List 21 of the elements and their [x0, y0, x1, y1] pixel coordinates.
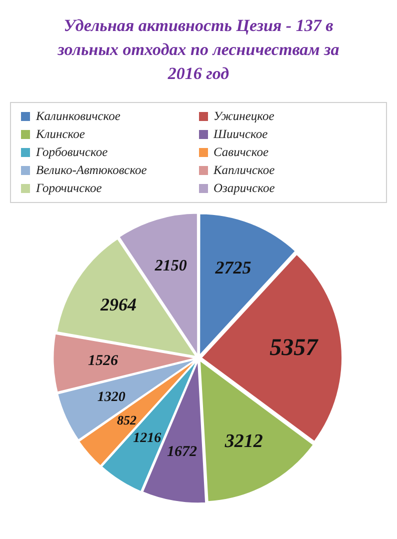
data-label: 852	[116, 412, 137, 428]
chart-title: Удельная активность Цезия - 137 в зольных отходах по лесничествам за 2016 год	[56, 15, 340, 85]
data-label: 2150	[154, 258, 187, 275]
legend-label: Ужинецкое	[214, 109, 274, 124]
data-label: 1672	[167, 444, 198, 460]
data-label: 1320	[97, 390, 126, 405]
data-label: 1216	[133, 431, 162, 446]
data-label: 2725	[214, 258, 252, 278]
data-label: 1526	[88, 353, 119, 370]
data-label: 2964	[100, 294, 136, 314]
data-label: 3212	[224, 431, 264, 452]
legend-label: Велико-Автюковское	[36, 163, 147, 178]
legend-label: Шиичское	[214, 127, 268, 142]
legend-label: Савичское	[214, 145, 269, 160]
legend-label: Калинковичское	[36, 109, 120, 124]
data-label: 5357	[270, 335, 319, 362]
legend-label: Горочичское	[36, 181, 102, 196]
legend-label: Капличское	[214, 163, 275, 178]
legend-label: Озаричское	[214, 181, 275, 196]
legend-label: Клинское	[36, 127, 85, 142]
legend-label: Горбовичское	[36, 145, 108, 160]
